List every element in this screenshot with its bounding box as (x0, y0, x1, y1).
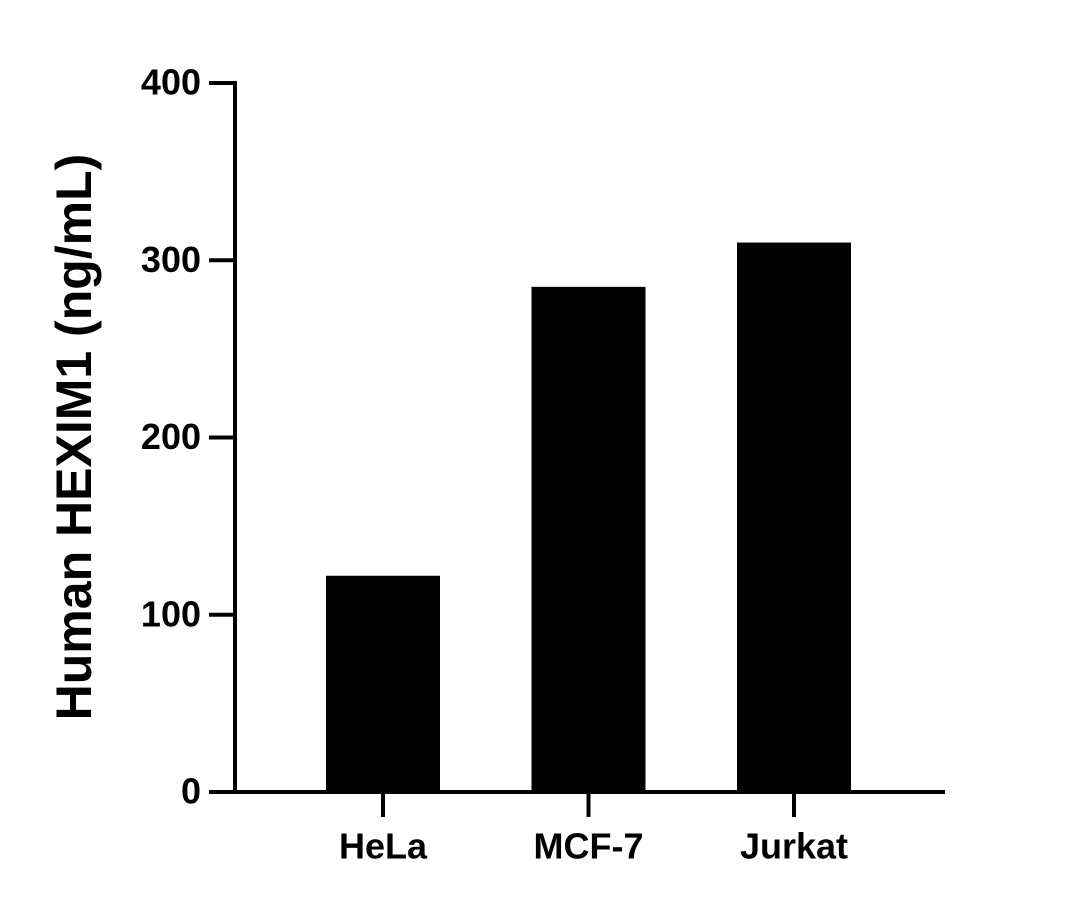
x-tick-label: Jurkat (740, 826, 848, 867)
x-tick-label: MCF-7 (534, 826, 644, 867)
y-tick-label: 100 (141, 593, 201, 634)
bar (531, 286, 646, 792)
y-tick-label: 200 (141, 416, 201, 457)
x-tick-label: HeLa (339, 826, 428, 867)
y-tick-label: 0 (181, 771, 201, 812)
y-tick-label: 300 (141, 239, 201, 280)
bar (737, 242, 851, 792)
y-axis-label: Human HEXIM1 (ng/mL) (46, 154, 102, 721)
bar (326, 575, 440, 792)
y-tick-label: 400 (141, 62, 201, 103)
